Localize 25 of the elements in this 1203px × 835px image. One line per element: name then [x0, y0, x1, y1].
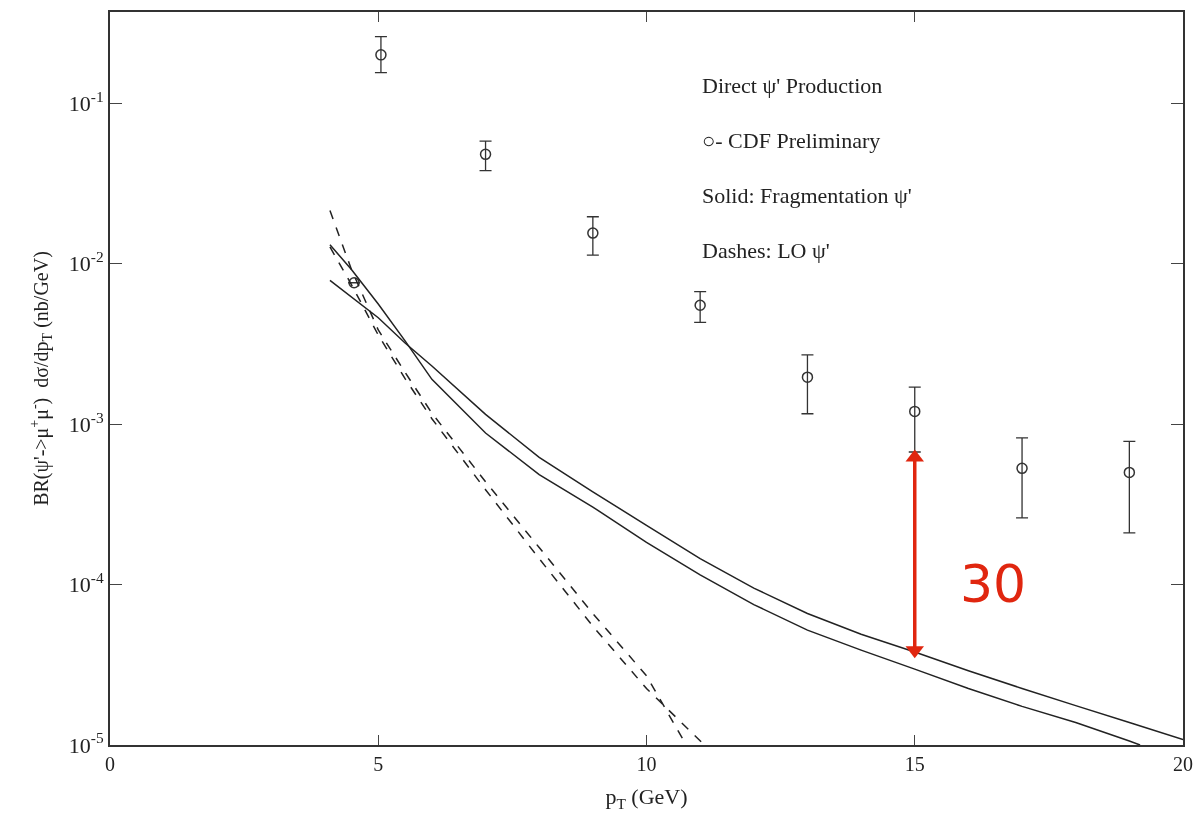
annotation: Direct ψ' Production [702, 73, 883, 98]
point [694, 299, 706, 312]
point [1016, 462, 1028, 475]
point [479, 148, 492, 161]
x-tick-label: 0 [105, 753, 115, 775]
x-tick-label: 5 [373, 753, 384, 775]
point [375, 49, 387, 61]
point [801, 371, 814, 383]
x-axis-title: p$_{T}$ (GeV) [605, 784, 688, 813]
point [909, 405, 921, 418]
point [1123, 466, 1136, 479]
x-tick-label: 15 [904, 753, 925, 775]
annotation: Solid: Fragmentation ψ' [702, 183, 912, 208]
y-tick-label: 10$^{-4}$ [68, 569, 104, 598]
x-tick-label: 20 [1173, 753, 1193, 775]
annotation: 30 [960, 554, 1027, 614]
y-tick-label: 10$^{-3}$ [68, 408, 104, 437]
point [348, 277, 360, 289]
x-tick-label: 10 [636, 753, 657, 775]
y-tick-label: 10$^{-1}$ [68, 87, 104, 116]
point [587, 227, 599, 239]
y-tick-label: 10$^{-2}$ [68, 248, 104, 277]
annotation: Dashes: LO ψ' [702, 238, 830, 263]
annotation: ○- CDF Preliminary [702, 128, 881, 153]
y-tick-label: 10$^{-5}$ [68, 729, 104, 758]
